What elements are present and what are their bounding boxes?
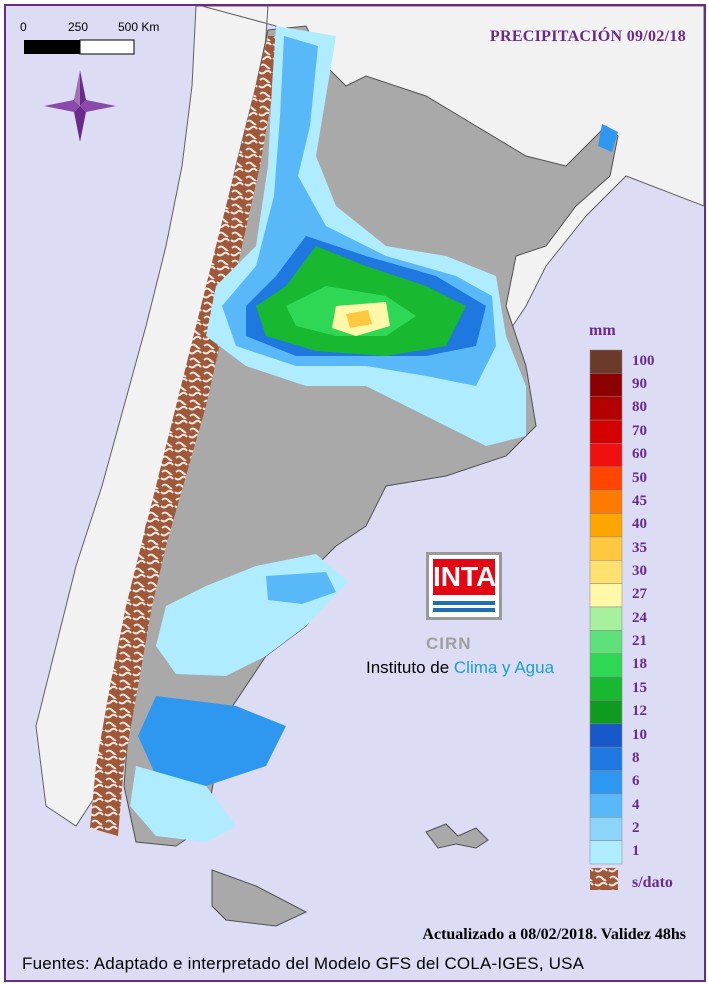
inta-brand: INTA bbox=[433, 559, 496, 595]
legend-swatch-18 bbox=[589, 653, 623, 678]
scale-label-0: 0 bbox=[20, 20, 27, 34]
legend-label-10: 10 bbox=[632, 726, 647, 743]
scale-label-500: 500 Km bbox=[118, 20, 160, 34]
legend-swatch-12 bbox=[589, 700, 623, 725]
inta-logo-stripe bbox=[433, 608, 495, 612]
legend-label-8: 8 bbox=[632, 749, 640, 766]
legend-label-1: 1 bbox=[632, 843, 640, 860]
legend-swatch-100 bbox=[589, 349, 623, 374]
legend-label-21: 21 bbox=[632, 633, 647, 650]
map-frame: PRECIPITACIÓN 09/02/18 0 250 500 Km mm 1… bbox=[4, 4, 706, 982]
legend-label-90: 90 bbox=[632, 376, 647, 393]
legend-label-60: 60 bbox=[632, 446, 647, 463]
legend-nodata-swatch bbox=[590, 868, 618, 890]
institute-prefix: Instituto de bbox=[366, 658, 454, 677]
legend-swatch-10 bbox=[589, 723, 623, 748]
legend-swatch-40 bbox=[589, 513, 623, 538]
legend-label-100: 100 bbox=[632, 352, 655, 369]
legend-swatch-8 bbox=[589, 746, 623, 771]
legend-swatch-35 bbox=[589, 536, 623, 561]
legend-label-12: 12 bbox=[632, 703, 647, 720]
legend-label-6: 6 bbox=[632, 773, 640, 790]
legend-nodata-label: s/dato bbox=[632, 874, 673, 891]
update-note: Actualizado a 08/02/2018. Validez 48hs bbox=[422, 926, 686, 943]
legend-swatch-80 bbox=[589, 396, 623, 421]
legend-label-24: 24 bbox=[632, 609, 647, 626]
legend-swatch-60 bbox=[589, 443, 623, 468]
tierra-del-fuego bbox=[211, 869, 308, 927]
nodata-zone bbox=[90, 36, 280, 836]
legend-label-50: 50 bbox=[632, 469, 647, 486]
legend-swatch-45 bbox=[589, 489, 623, 514]
legend-swatch-4 bbox=[589, 793, 623, 818]
precipitation-areas bbox=[130, 26, 618, 842]
legend-label-35: 35 bbox=[632, 539, 647, 556]
legend-swatch-6 bbox=[589, 770, 623, 795]
cirn-label: CIRN bbox=[426, 634, 472, 653]
legend-swatch-15 bbox=[589, 676, 623, 701]
legend-label-40: 40 bbox=[632, 516, 647, 533]
inta-logo-stripe bbox=[433, 601, 495, 605]
legend-label-15: 15 bbox=[632, 679, 647, 696]
legend-swatch-30 bbox=[589, 560, 623, 584]
legend-label-70: 70 bbox=[632, 422, 647, 439]
legend-label-18: 18 bbox=[632, 656, 647, 673]
legend-swatch-2 bbox=[589, 817, 623, 841]
map-title: PRECIPITACIÓN 09/02/18 bbox=[489, 28, 686, 45]
legend-swatch-21 bbox=[589, 630, 623, 654]
legend-swatch-1 bbox=[589, 840, 623, 865]
institute-highlight: Clima y Agua bbox=[453, 658, 555, 677]
legend-swatch-27 bbox=[589, 583, 623, 608]
legend-swatch-90 bbox=[589, 373, 623, 397]
legend-swatch-24 bbox=[589, 606, 623, 631]
institute-name: Instituto de Clima y Agua bbox=[366, 658, 554, 678]
compass-rose-icon bbox=[44, 70, 116, 142]
legend-label-4: 4 bbox=[632, 796, 640, 813]
legend-label-80: 80 bbox=[632, 399, 647, 416]
legend-label-45: 45 bbox=[632, 492, 647, 509]
legend-label-30: 30 bbox=[632, 562, 647, 579]
legend-swatch-70 bbox=[589, 419, 623, 444]
legend-unit: mm bbox=[589, 322, 616, 339]
precipitation-map bbox=[24, 6, 704, 927]
scale-label-250: 250 bbox=[68, 20, 89, 34]
inta-logo: INTA bbox=[426, 552, 502, 620]
scale-bar bbox=[24, 39, 135, 55]
legend-label-27: 27 bbox=[632, 586, 647, 603]
legend-swatch-50 bbox=[589, 466, 623, 491]
legend-label-2: 2 bbox=[632, 819, 640, 836]
sources-note: Fuentes: Adaptado e interpretado del Mod… bbox=[22, 954, 585, 973]
legend-color-bar bbox=[589, 349, 623, 865]
malvinas-islands bbox=[425, 823, 489, 849]
